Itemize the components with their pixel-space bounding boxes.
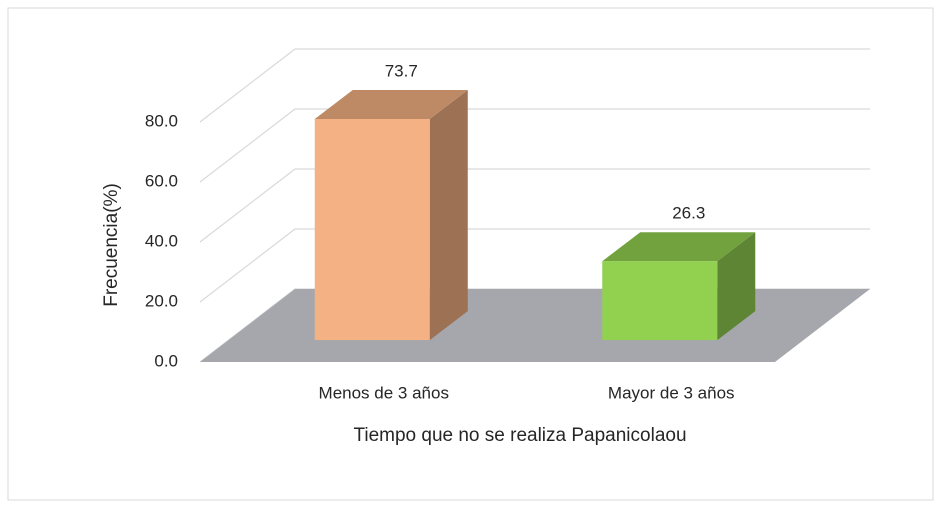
bar <box>314 119 430 341</box>
x-tick-label: Mayor de 3 años <box>608 383 735 402</box>
y-axis-title: Frecuencia(%) <box>101 183 122 307</box>
bar-top <box>314 90 468 119</box>
bar-top <box>602 232 756 262</box>
x-axis-title: Tiempo que no se realiza Papanicolaou <box>353 425 686 446</box>
y-tick-label: 20.0 <box>145 291 178 310</box>
grid-line <box>199 228 870 303</box>
y-tick-label: 80.0 <box>145 111 178 130</box>
y-tick-label: 60.0 <box>145 171 178 190</box>
chart-border <box>7 7 934 501</box>
grid-line <box>199 168 870 243</box>
bar-side <box>429 90 468 341</box>
x-tick-label: Menos de 3 años <box>319 383 449 402</box>
floor <box>200 289 870 362</box>
data-label: 26.3 <box>672 204 705 223</box>
bar-side <box>717 232 756 341</box>
data-label: 73.7 <box>385 61 418 80</box>
y-tick-label: 40.0 <box>145 231 178 250</box>
bar <box>602 261 718 341</box>
grid-line <box>199 108 870 183</box>
y-tick-label: 0.0 <box>154 351 178 370</box>
grid-line <box>199 48 870 123</box>
